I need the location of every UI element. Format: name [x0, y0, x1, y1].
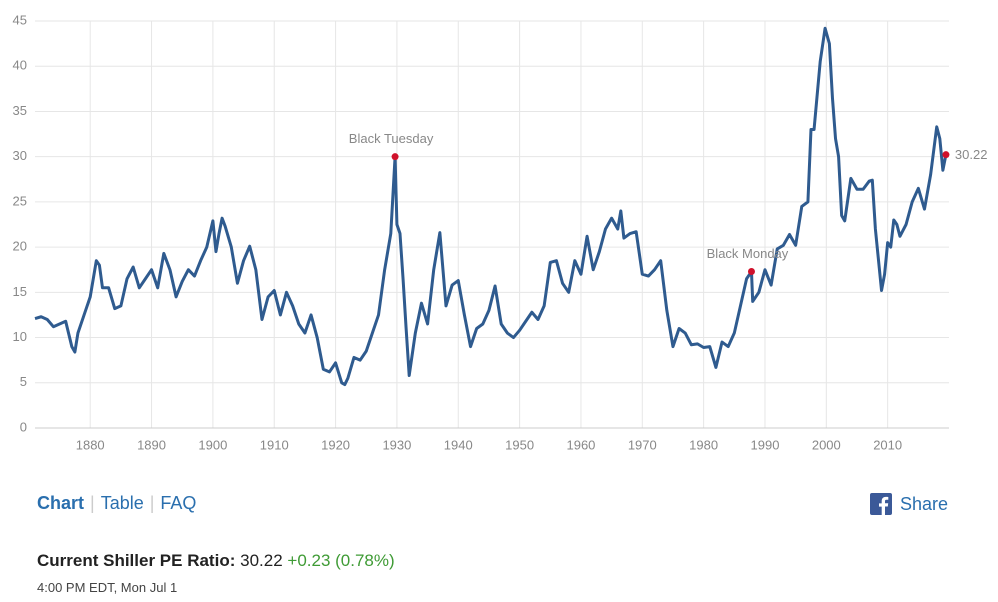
separator: |	[149, 493, 155, 513]
y-tick-label: 5	[20, 374, 27, 389]
x-tick-label: 1980	[689, 437, 718, 452]
timestamp: 4:00 PM EDT, Mon Jul 1	[37, 580, 178, 595]
x-tick-label: 1940	[444, 437, 473, 452]
current-label: Current Shiller PE Ratio:	[37, 551, 236, 570]
x-tick-label: 2000	[812, 437, 841, 452]
x-tick-label: 1930	[382, 437, 411, 452]
x-tick-label: 1900	[198, 437, 227, 452]
x-tick-label: 1960	[566, 437, 595, 452]
y-tick-label: 40	[13, 58, 27, 73]
y-tick-label: 35	[13, 103, 27, 118]
share-button[interactable]: Share	[869, 493, 948, 515]
x-tick-label: 1880	[76, 437, 105, 452]
annotation-marker	[391, 153, 399, 161]
x-tick-label: 1970	[628, 437, 657, 452]
x-tick-label: 1920	[321, 437, 350, 452]
y-tick-label: 30	[13, 148, 27, 163]
tab[interactable]: Chart	[37, 493, 85, 513]
tab[interactable]: FAQ	[160, 493, 197, 513]
current-value: 30.22	[240, 551, 283, 570]
y-tick-label: 25	[13, 193, 27, 208]
annotation-marker	[942, 151, 950, 159]
x-tick-label: 1910	[260, 437, 289, 452]
x-tick-label: 1990	[751, 437, 780, 452]
y-tick-label: 15	[13, 284, 27, 299]
y-tick-label: 45	[13, 12, 27, 27]
data-line	[34, 26, 948, 387]
current-ratio: Current Shiller PE Ratio: 30.22 +0.23 (0…	[37, 551, 395, 571]
share-label: Share	[899, 493, 948, 514]
annotation-label: Black Tuesday	[349, 131, 434, 146]
y-tick-label: 10	[13, 329, 27, 344]
separator: |	[90, 493, 95, 513]
y-tick-label: 20	[13, 239, 27, 254]
annotation-marker	[747, 268, 755, 276]
chart: 0 5 10 15 20 25 30 35 40 45 1880 1890 1900 1910 1920 19…	[13, 12, 988, 452]
facebook-icon	[869, 493, 892, 515]
x-tick-label: 2010	[873, 437, 902, 452]
y-tick-label: 0	[20, 419, 27, 434]
x-tick-label: 1950	[505, 437, 534, 452]
tab[interactable]: Table	[100, 493, 144, 513]
x-tick-label: 1890	[137, 437, 166, 452]
annotation-label: Black Monday	[707, 246, 789, 261]
change: +0.23 (0.78%)	[287, 551, 395, 570]
annotation-label: 30.22	[955, 147, 988, 162]
tabs: Chart | Table | FAQ	[37, 493, 202, 514]
